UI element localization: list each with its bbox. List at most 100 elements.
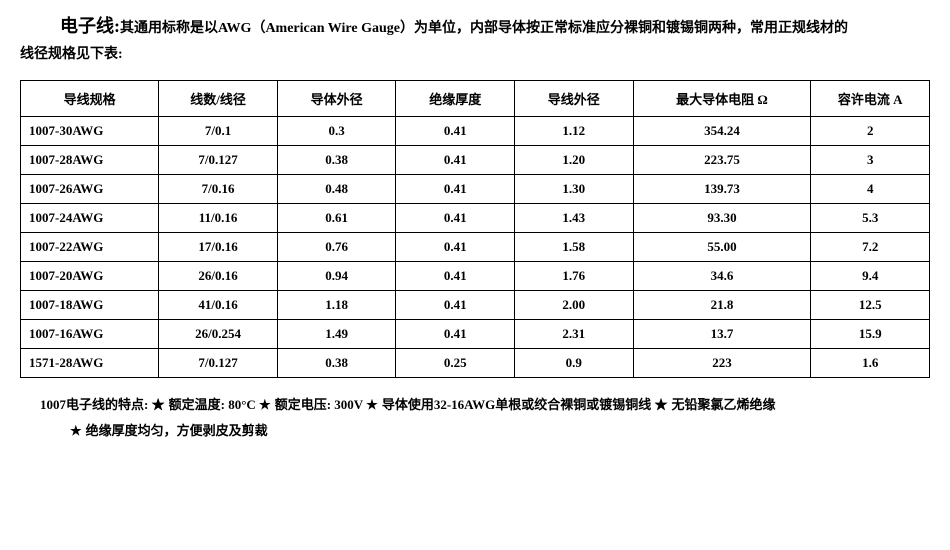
col-header: 导线外径 <box>515 80 634 116</box>
table-cell: 7/0.127 <box>159 145 278 174</box>
wire-spec-table: 导线规格 线数/线径 导体外径 绝缘厚度 导线外径 最大导体电阻 Ω 容许电流 … <box>20 80 930 378</box>
table-cell: 15.9 <box>811 319 930 348</box>
col-header: 线数/线径 <box>159 80 278 116</box>
table-cell: 1007-28AWG <box>21 145 159 174</box>
table-cell: 1.18 <box>277 290 396 319</box>
table-cell: 55.00 <box>633 232 811 261</box>
notes-item: ★额定温度: 80°C <box>152 397 256 412</box>
table-cell: 26/0.254 <box>159 319 278 348</box>
star-icon: ★ <box>259 397 271 412</box>
notes-prefix: 1007电子线的特点: <box>40 397 148 412</box>
table-cell: 7/0.16 <box>159 174 278 203</box>
table-cell: 1007-18AWG <box>21 290 159 319</box>
table-cell: 1.20 <box>515 145 634 174</box>
notes-item: ★无铅聚氯乙烯绝缘 <box>654 397 775 412</box>
table-cell: 0.38 <box>277 145 396 174</box>
table-cell: 0.61 <box>277 203 396 232</box>
table-row: 1007-22AWG17/0.160.760.411.5855.007.2 <box>21 232 930 261</box>
table-cell: 11/0.16 <box>159 203 278 232</box>
table-cell: 1007-22AWG <box>21 232 159 261</box>
table-cell: 1.58 <box>515 232 634 261</box>
table-cell: 7/0.127 <box>159 348 278 377</box>
table-cell: 26/0.16 <box>159 261 278 290</box>
table-cell: 1.6 <box>811 348 930 377</box>
intro-text-2: 线径规格见下表: <box>20 47 123 62</box>
table-row: 1007-28AWG7/0.1270.380.411.20223.753 <box>21 145 930 174</box>
table-cell: 12.5 <box>811 290 930 319</box>
table-cell: 0.48 <box>277 174 396 203</box>
table-cell: 13.7 <box>633 319 811 348</box>
table-row: 1007-16AWG26/0.2541.490.412.3113.715.9 <box>21 319 930 348</box>
table-cell: 1007-30AWG <box>21 116 159 145</box>
table-cell: 3 <box>811 145 930 174</box>
table-cell: 0.41 <box>396 290 515 319</box>
table-cell: 1.43 <box>515 203 634 232</box>
table-cell: 354.24 <box>633 116 811 145</box>
table-cell: 223.75 <box>633 145 811 174</box>
table-body: 1007-30AWG7/0.10.30.411.12354.2421007-28… <box>21 116 930 377</box>
notes-section: 1007电子线的特点: ★额定温度: 80°C ★额定电压: 300V ★导体使… <box>40 392 930 444</box>
table-cell: 1007-16AWG <box>21 319 159 348</box>
table-cell: 0.76 <box>277 232 396 261</box>
table-cell: 1.30 <box>515 174 634 203</box>
table-row: 1007-20AWG26/0.160.940.411.7634.69.4 <box>21 261 930 290</box>
table-row: 1007-24AWG11/0.160.610.411.4393.305.3 <box>21 203 930 232</box>
notes-line-1: 1007电子线的特点: ★额定温度: 80°C ★额定电压: 300V ★导体使… <box>40 392 930 418</box>
table-cell: 0.41 <box>396 203 515 232</box>
intro-paragraph: 电子线:其通用标称是以AWG（American Wire Gauge）为单位，内… <box>20 10 930 68</box>
col-header: 导线规格 <box>21 80 159 116</box>
table-cell: 2.31 <box>515 319 634 348</box>
table-cell: 0.41 <box>396 232 515 261</box>
table-cell: 4 <box>811 174 930 203</box>
star-icon: ★ <box>654 397 667 412</box>
col-header: 导体外径 <box>277 80 396 116</box>
table-cell: 2 <box>811 116 930 145</box>
table-cell: 1.12 <box>515 116 634 145</box>
table-cell: 1.76 <box>515 261 634 290</box>
table-cell: 1571-28AWG <box>21 348 159 377</box>
table-row: 1007-30AWG7/0.10.30.411.12354.242 <box>21 116 930 145</box>
table-cell: 17/0.16 <box>159 232 278 261</box>
notes-item: ★绝缘厚度均匀，方便剥皮及剪裁 <box>70 423 268 438</box>
table-cell: 9.4 <box>811 261 930 290</box>
col-header: 容许电流 A <box>811 80 930 116</box>
table-row: 1007-18AWG41/0.161.180.412.0021.812.5 <box>21 290 930 319</box>
table-row: 1007-26AWG7/0.160.480.411.30139.734 <box>21 174 930 203</box>
table-cell: 41/0.16 <box>159 290 278 319</box>
notes-item: ★导体使用32-16AWG单根或绞合裸铜或镀锡铜线 <box>366 397 651 412</box>
star-icon: ★ <box>152 397 165 412</box>
table-cell: 0.41 <box>396 174 515 203</box>
table-cell: 1007-20AWG <box>21 261 159 290</box>
table-cell: 7.2 <box>811 232 930 261</box>
table-cell: 0.94 <box>277 261 396 290</box>
col-header: 绝缘厚度 <box>396 80 515 116</box>
table-cell: 0.25 <box>396 348 515 377</box>
table-cell: 1007-26AWG <box>21 174 159 203</box>
table-header-row: 导线规格 线数/线径 导体外径 绝缘厚度 导线外径 最大导体电阻 Ω 容许电流 … <box>21 80 930 116</box>
col-header: 最大导体电阻 Ω <box>633 80 811 116</box>
table-cell: 0.9 <box>515 348 634 377</box>
table-cell: 2.00 <box>515 290 634 319</box>
notes-item: ★额定电压: 300V <box>259 397 363 412</box>
table-cell: 0.41 <box>396 261 515 290</box>
table-cell: 1007-24AWG <box>21 203 159 232</box>
notes-line-2: ★绝缘厚度均匀，方便剥皮及剪裁 <box>70 418 930 444</box>
table-row: 1571-28AWG7/0.1270.380.250.92231.6 <box>21 348 930 377</box>
star-icon: ★ <box>366 397 378 412</box>
star-icon: ★ <box>70 423 82 438</box>
table-cell: 0.41 <box>396 116 515 145</box>
table-cell: 5.3 <box>811 203 930 232</box>
intro-text-1: 其通用标称是以AWG（American Wire Gauge）为单位，内部导体按… <box>120 21 848 36</box>
table-cell: 0.41 <box>396 319 515 348</box>
table-cell: 139.73 <box>633 174 811 203</box>
table-cell: 0.38 <box>277 348 396 377</box>
intro-title: 电子线: <box>60 16 120 36</box>
table-cell: 7/0.1 <box>159 116 278 145</box>
table-cell: 1.49 <box>277 319 396 348</box>
table-cell: 223 <box>633 348 811 377</box>
table-cell: 93.30 <box>633 203 811 232</box>
table-cell: 0.3 <box>277 116 396 145</box>
table-cell: 0.41 <box>396 145 515 174</box>
table-cell: 34.6 <box>633 261 811 290</box>
table-cell: 21.8 <box>633 290 811 319</box>
